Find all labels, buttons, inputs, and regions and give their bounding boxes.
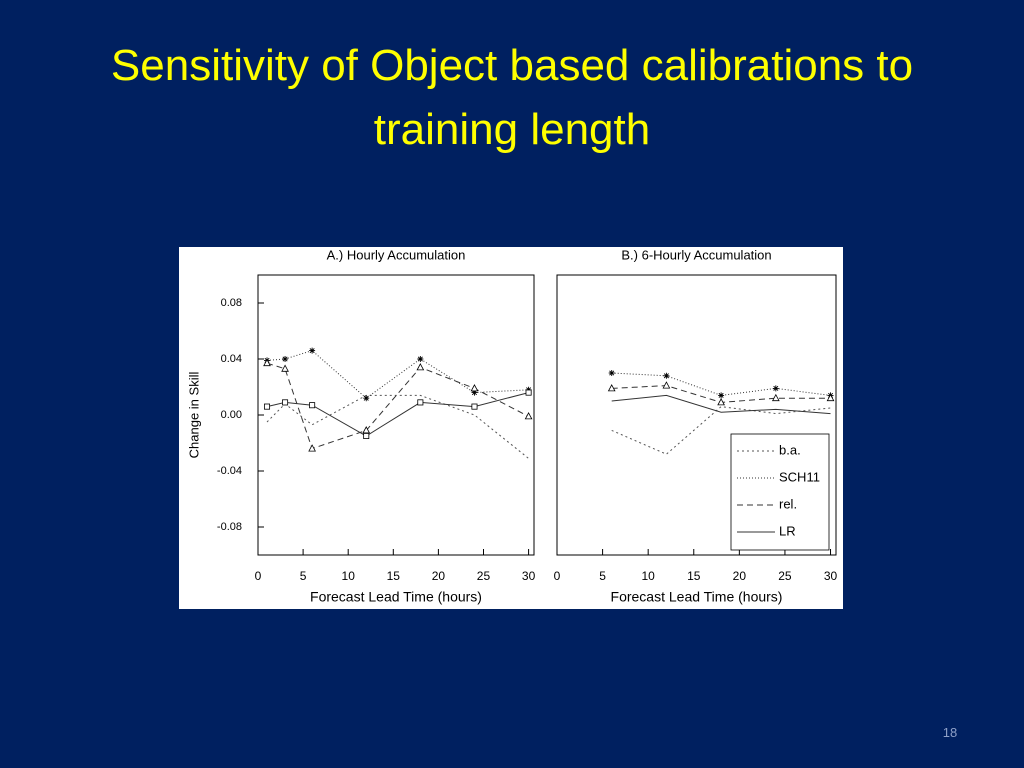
y-tick-label: 0.08 [221,297,242,309]
series-line [611,394,831,415]
marker [608,370,615,376]
marker [470,384,479,392]
marker [309,402,316,409]
marker [525,389,532,396]
chart-title: B.) 6-Hourly Accumulation [621,247,771,262]
x-tick-label: 10 [342,569,356,583]
marker [363,395,370,402]
x-tick-label: 10 [641,569,655,583]
plot-frame [556,274,837,556]
legend-box [730,433,830,551]
y-tick-label: -0.08 [217,521,242,533]
y-tick-label: -0.04 [217,465,242,477]
marker [308,444,316,452]
legend-label: LR [779,523,796,538]
legend-label: b.a. [779,442,801,457]
x-tick-label: 15 [687,569,701,583]
marker [282,356,289,362]
slide-title: Sensitivity of Object based calibrations… [110,41,914,154]
marker [607,384,616,392]
x-tick-label: 30 [522,569,536,583]
marker [524,412,533,420]
legend-label: rel. [779,496,797,511]
x-tick-label: 20 [432,569,446,583]
y-tick-label: 0.00 [221,409,242,421]
marker [417,356,424,362]
x-tick-label: 0 [554,569,561,583]
marker [471,403,478,410]
chart-title: A.) Hourly Accumulation [327,247,466,262]
y-tick-label: 0.04 [221,353,242,365]
marker [826,393,835,402]
x-axis-label: Forecast Lead Time (hours) [611,589,783,605]
marker [717,398,725,406]
x-axis-label: Forecast Lead Time (hours) [310,589,482,605]
marker [417,399,424,406]
x-tick-label: 0 [255,569,262,583]
marker [263,358,271,367]
marker [471,389,478,396]
marker [663,372,670,379]
series-line [611,372,831,396]
x-tick-label: 15 [387,569,401,583]
x-tick-label: 5 [300,569,307,583]
marker [282,399,289,406]
marker [772,385,779,392]
marker [281,364,289,372]
series-line [611,406,831,455]
marker [662,381,671,389]
marker [416,363,425,371]
marker [309,347,316,354]
page-number: 18 [942,725,958,740]
marker [771,393,780,402]
legend-label: SCH11 [779,469,820,484]
x-tick-label: 25 [477,569,491,583]
x-tick-label: 25 [778,569,792,583]
x-tick-label: 20 [733,569,747,583]
marker [718,392,725,399]
x-tick-label: 5 [599,569,606,583]
marker [363,432,370,439]
marker [264,403,271,410]
y-axis-label: Change in Skill [186,372,201,459]
x-tick-label: 30 [824,569,838,583]
marker [362,426,371,434]
